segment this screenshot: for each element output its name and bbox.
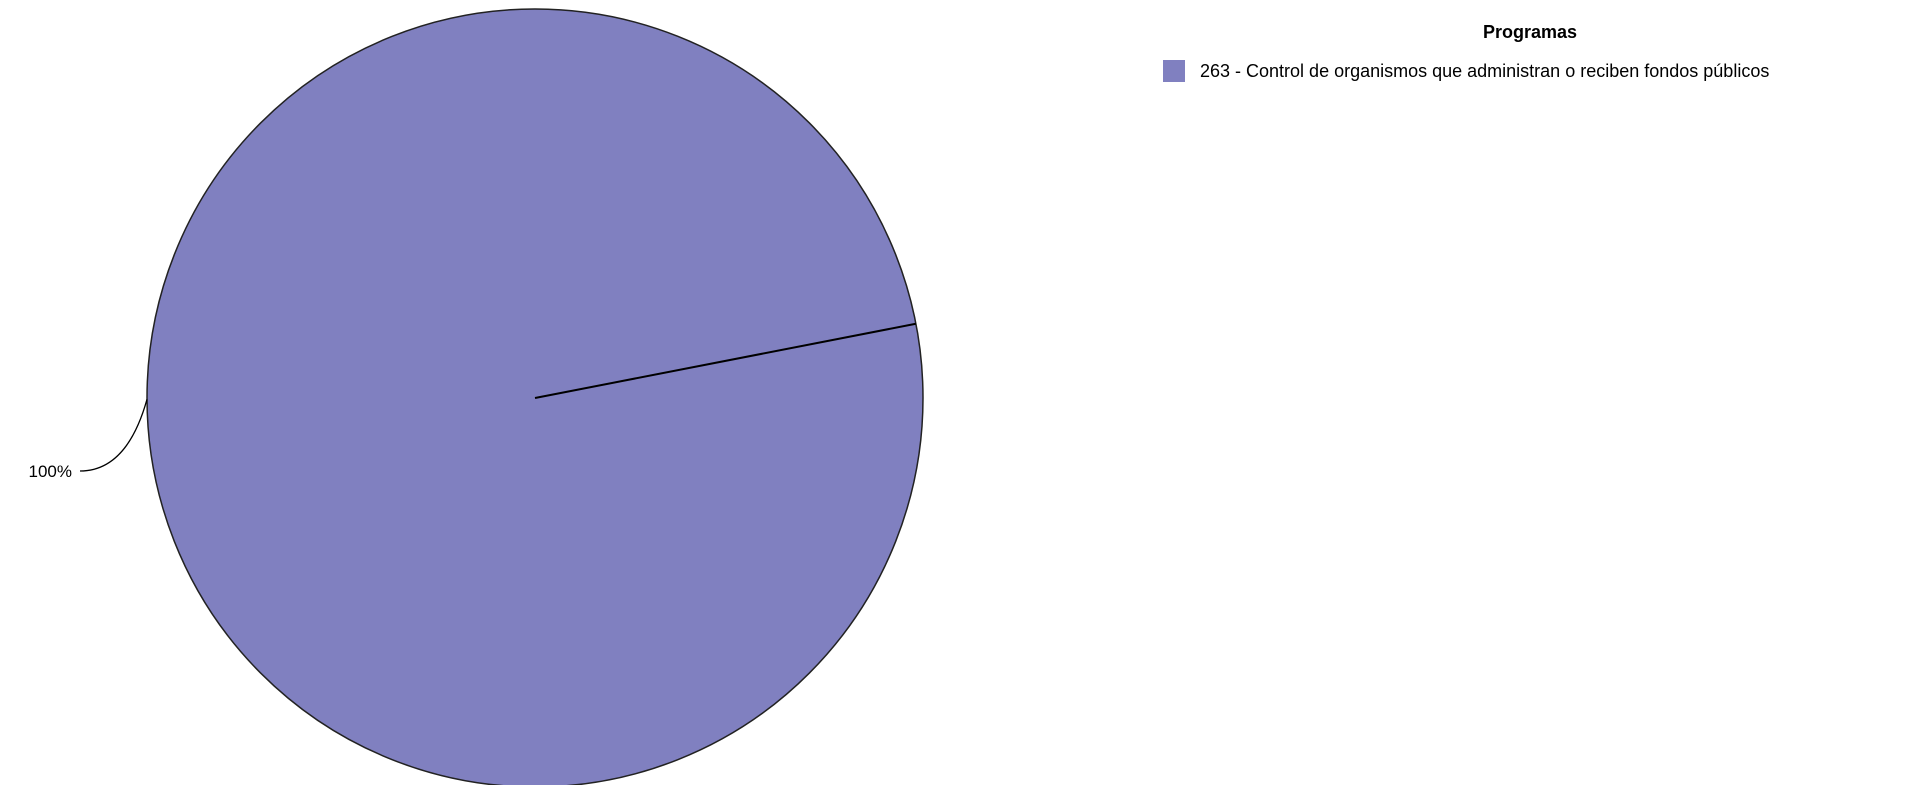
legend-title: Programas	[1483, 22, 1577, 42]
data-label-leader	[79, 399, 148, 472]
data-label: 100%	[29, 462, 72, 481]
legend-swatch	[1163, 60, 1185, 82]
pie-group	[146, 8, 924, 788]
legend-label: 263 - Control de organismos que administ…	[1200, 61, 1769, 81]
data-labels: 100%	[29, 399, 148, 481]
pie-slice-divider	[534, 322, 917, 399]
legend: Programas 263 - Control de organismos qu…	[1163, 22, 1769, 82]
